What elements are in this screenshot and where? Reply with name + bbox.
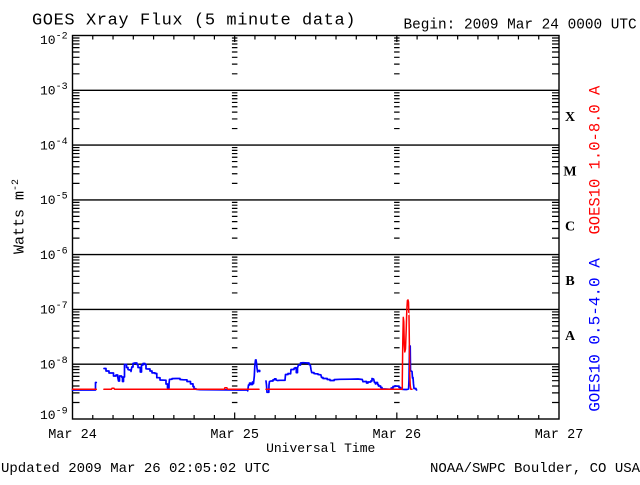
svg-text:GOES10 0.5-4.0 A: GOES10 0.5-4.0 A [587, 258, 605, 412]
svg-text:NOAA/SWPC Boulder, CO USA: NOAA/SWPC Boulder, CO USA [430, 461, 640, 477]
svg-text:GOES Xray Flux (5 minute data): GOES Xray Flux (5 minute data) [32, 12, 356, 31]
svg-text:Updated 2009 Mar 26 02:05:02 U: Updated 2009 Mar 26 02:05:02 UTC [1, 461, 270, 477]
svg-text:Universal Time: Universal Time [266, 441, 375, 456]
svg-text:Mar 26: Mar 26 [373, 428, 422, 443]
svg-text:Begin: 2009 Mar 24 0000 UTC: Begin: 2009 Mar 24 0000 UTC [404, 18, 638, 34]
svg-text:B: B [565, 274, 574, 289]
svg-text:Mar 27: Mar 27 [535, 428, 584, 443]
svg-text:C: C [565, 219, 575, 234]
svg-text:Watts m-2: Watts m-2 [11, 179, 29, 254]
svg-text:GOES10 1.0-8.0 A: GOES10 1.0-8.0 A [587, 85, 605, 235]
svg-text:Mar 25: Mar 25 [210, 428, 259, 443]
svg-text:X: X [565, 110, 575, 125]
svg-text:M: M [563, 165, 576, 180]
svg-text:A: A [565, 329, 576, 344]
svg-text:Mar 24: Mar 24 [48, 428, 97, 443]
